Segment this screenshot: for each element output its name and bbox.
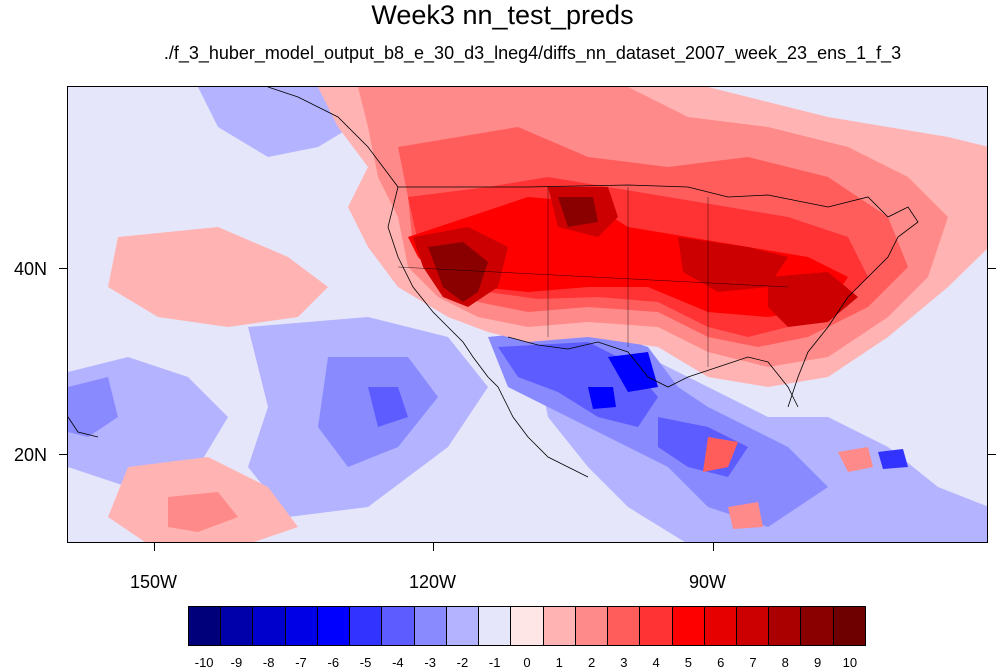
- map-subtitle: ./f_3_huber_model_output_b8_e_30_d3_lneg…: [163, 43, 902, 63]
- coastlines: [68, 87, 919, 478]
- map-canvas: [68, 87, 987, 542]
- y-label-40n: 40N: [14, 259, 48, 279]
- colorbar-label: 8: [781, 655, 789, 670]
- colorbar-swatch: [769, 607, 802, 645]
- x-label-120w: 120W: [409, 572, 457, 592]
- colorbar-label: -9: [230, 655, 243, 670]
- colorbar-swatch: [704, 607, 737, 645]
- colorbar-label: -4: [392, 655, 404, 670]
- colorbar-swatch: [736, 607, 770, 645]
- colorbar-swatch: [317, 607, 351, 645]
- colorbar-swatch: [382, 607, 415, 645]
- colorbar-label: -7: [295, 655, 307, 670]
- colorbar-label: -8: [262, 655, 275, 670]
- colorbar-swatch: [833, 607, 865, 645]
- colorbar-label: 1: [555, 655, 563, 670]
- colorbar-label: 3: [620, 655, 628, 670]
- colorbar-swatch: [479, 607, 512, 645]
- colorbar-swatch: [575, 607, 609, 645]
- x-tick-90w: [713, 543, 714, 551]
- colorbar-label: 0: [523, 655, 531, 670]
- colorbar-swatch: [414, 607, 447, 645]
- colorbar-swatch: [608, 607, 641, 645]
- colorbar-label: 7: [749, 655, 757, 670]
- colorbar-swatch: [801, 607, 834, 645]
- colorbar-label: 10: [842, 655, 858, 670]
- x-label-150w: 150W: [130, 572, 178, 592]
- anomaly-map: [67, 86, 988, 543]
- y-tick-20n: [59, 454, 67, 455]
- colorbar-label: 2: [587, 655, 596, 670]
- y-tick-40n: [59, 268, 67, 269]
- colorbar-swatch: [285, 607, 318, 645]
- y-tick-40n-right: [988, 268, 996, 269]
- colorbar-label: -1: [488, 655, 501, 670]
- x-label-90w: 90W: [689, 572, 727, 592]
- colorbar-swatch: [253, 607, 286, 645]
- map-title: Week3 nn_test_preds: [371, 0, 634, 30]
- colorbar-label: -2: [456, 655, 469, 670]
- colorbar-swatch: [446, 607, 480, 645]
- y-label-20n: 20N: [14, 445, 48, 465]
- colorbar-label: 6: [717, 655, 725, 670]
- colorbar-swatch: [189, 607, 222, 645]
- y-tick-20n-right: [988, 454, 996, 455]
- colorbar-label: -10: [194, 655, 214, 670]
- colorbar-label: 4: [652, 655, 660, 670]
- colorbar-swatch: [350, 607, 383, 645]
- x-tick-150w: [154, 543, 155, 551]
- colorbar-swatch: [543, 607, 576, 645]
- colorbar-swatch: [640, 607, 673, 645]
- colorbar-label: 9: [813, 655, 822, 670]
- colorbar-swatch: [221, 607, 254, 645]
- x-tick-120w: [433, 543, 434, 551]
- colorbar-label: -3: [424, 655, 436, 670]
- colorbar: [188, 606, 866, 646]
- colorbar-label: 5: [684, 655, 693, 670]
- colorbar-swatch: [511, 607, 544, 645]
- colorbar-swatch: [672, 607, 705, 645]
- colorbar-label: -5: [359, 655, 372, 670]
- colorbar-label: -6: [327, 655, 340, 670]
